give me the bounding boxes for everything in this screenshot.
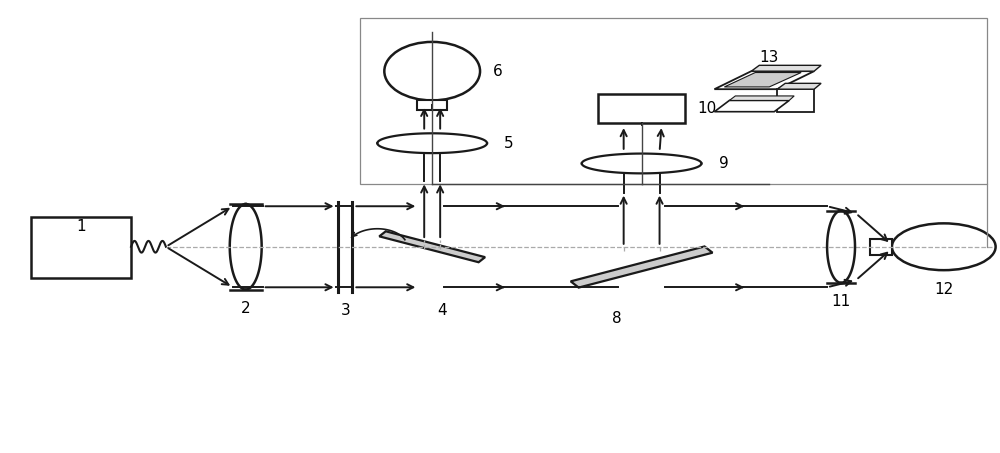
Polygon shape [751, 65, 821, 71]
Text: 11: 11 [831, 294, 851, 309]
Text: 6: 6 [493, 64, 503, 79]
Text: 12: 12 [934, 282, 953, 297]
Polygon shape [777, 83, 821, 89]
Text: 4: 4 [437, 303, 447, 318]
Text: 3: 3 [341, 303, 350, 318]
Polygon shape [571, 246, 713, 288]
Text: 10: 10 [698, 101, 717, 116]
Polygon shape [714, 71, 814, 89]
Text: 2: 2 [241, 301, 251, 316]
Text: 8: 8 [612, 311, 621, 326]
Polygon shape [729, 96, 794, 101]
Bar [417, 101, 447, 111]
Circle shape [892, 223, 996, 270]
Bar [598, 94, 685, 123]
Bar [870, 239, 892, 255]
Text: 13: 13 [760, 50, 779, 65]
Text: 1: 1 [76, 219, 86, 234]
Polygon shape [714, 101, 789, 112]
Bar [360, 18, 987, 184]
Text: 9: 9 [719, 156, 728, 171]
Ellipse shape [384, 42, 480, 101]
Polygon shape [777, 89, 814, 112]
Polygon shape [724, 72, 801, 87]
Bar [31, 217, 131, 278]
Text: 5: 5 [504, 136, 514, 151]
Polygon shape [379, 231, 485, 262]
